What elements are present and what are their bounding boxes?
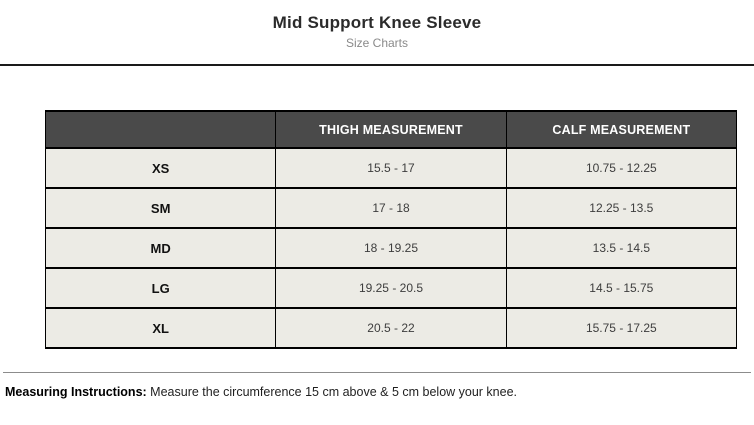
calf-value: 12.25 - 13.5 (505, 187, 738, 229)
measuring-instructions-text: Measure the circumference 15 cm above & … (150, 385, 518, 399)
thigh-value: 20.5 - 22 (275, 307, 507, 349)
thigh-value: 15.5 - 17 (275, 147, 507, 189)
measuring-instructions-label: Measuring Instructions: (5, 385, 147, 399)
calf-value: 14.5 - 15.75 (505, 267, 738, 309)
measuring-instructions: Measuring Instructions: Measure the circ… (5, 385, 754, 399)
table-header-row: THIGH MEASUREMENT CALF MEASUREMENT (44, 110, 738, 149)
size-label: SM (44, 187, 277, 229)
calf-value: 15.75 - 17.25 (505, 307, 738, 349)
calf-value: 13.5 - 14.5 (505, 227, 738, 269)
column-header-size (44, 110, 277, 149)
size-label: XS (44, 147, 277, 189)
table-row: MD 18 - 19.25 13.5 - 14.5 (44, 227, 738, 269)
top-divider (0, 64, 754, 66)
table-row: LG 19.25 - 20.5 14.5 - 15.75 (44, 267, 738, 309)
column-header-calf: CALF MEASUREMENT (505, 110, 738, 149)
bottom-divider (3, 372, 751, 373)
size-label: LG (44, 267, 277, 309)
size-chart-page: Mid Support Knee Sleeve Size Charts THIG… (0, 13, 754, 399)
table-row: XL 20.5 - 22 15.75 - 17.25 (44, 307, 738, 349)
size-label: MD (44, 227, 277, 269)
thigh-value: 17 - 18 (275, 187, 507, 229)
size-label: XL (44, 307, 277, 349)
thigh-value: 18 - 19.25 (275, 227, 507, 269)
page-subtitle: Size Charts (345, 36, 409, 50)
calf-value: 10.75 - 12.25 (505, 147, 738, 189)
size-chart-table: THIGH MEASUREMENT CALF MEASUREMENT XS 15… (44, 110, 738, 349)
table-row: SM 17 - 18 12.25 - 13.5 (44, 187, 738, 229)
table-row: XS 15.5 - 17 10.75 - 12.25 (44, 147, 738, 189)
page-title: Mid Support Knee Sleeve (272, 13, 482, 32)
thigh-value: 19.25 - 20.5 (275, 267, 507, 309)
column-header-thigh: THIGH MEASUREMENT (275, 110, 507, 149)
